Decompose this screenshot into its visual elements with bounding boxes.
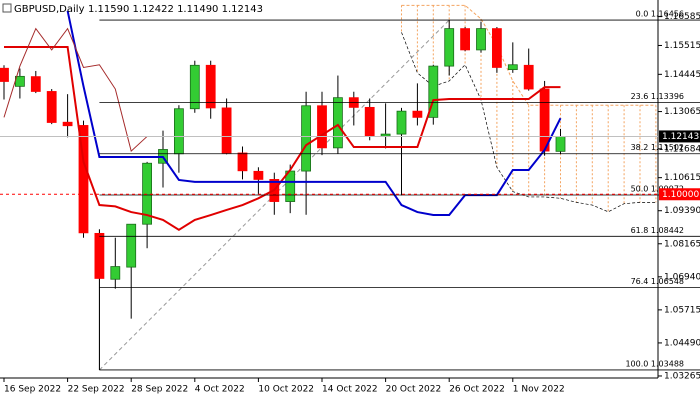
chart-title: GBPUSD,Daily (14, 4, 85, 15)
candle-body (491, 28, 502, 68)
y-tick-label: 1.06940 (664, 272, 700, 282)
ohlc-text: 1.11590 1.12422 1.11490 1.12143 (88, 4, 263, 15)
candle-body (317, 105, 327, 149)
fib-label: 38.2 1.11502 (631, 143, 684, 152)
x-tick-label: 16 Sep 2022 (4, 385, 61, 395)
candle-body (285, 170, 296, 202)
y-tick-label: 1.03265 (664, 371, 700, 381)
candle-body (332, 97, 343, 149)
cloud-span-b (401, 32, 656, 213)
x-tick-label: 28 Sep 2022 (131, 385, 188, 395)
x-tick-label: 20 Oct 2022 (386, 385, 442, 395)
x-tick-label: 14 Oct 2022 (322, 385, 378, 395)
plot-area (0, 4, 657, 371)
fib-label: 0.0 1.16456 (636, 10, 684, 19)
y-tick-label: 1.15515 (664, 41, 700, 51)
x-tick-label: 4 Oct 2022 (195, 385, 245, 395)
candle-body (444, 28, 455, 67)
candle-body (78, 125, 89, 234)
y-tick-label: 1.16585 (664, 12, 700, 22)
fib-label: 23.6 1.13396 (631, 92, 684, 101)
level-box (659, 188, 700, 201)
indicator-line (3, 27, 148, 153)
candle-body (523, 64, 534, 90)
candle-body (62, 121, 73, 127)
symbol-icon (2, 3, 12, 13)
candle-body (110, 266, 121, 280)
candle-body (476, 28, 486, 51)
candle-body (30, 76, 41, 92)
cloud-span-a (401, 4, 656, 106)
candle-body (412, 110, 423, 118)
y-tick-label: 1.13065 (664, 107, 700, 117)
fib-label: 76.4 1.06548 (631, 277, 684, 286)
y-tick-label: 1.09390 (664, 206, 700, 216)
x-tick-label: 10 Oct 2022 (258, 385, 314, 395)
candle-body (142, 162, 153, 225)
x-tick-label: 22 Sep 2022 (68, 385, 125, 395)
candle-body (237, 152, 248, 172)
candle-body (555, 136, 566, 152)
candle-body (380, 133, 391, 137)
candle-body (428, 65, 439, 118)
y-tick-label: 1.08165 (664, 239, 700, 249)
candle-body (46, 91, 57, 123)
x-tick-label: 26 Oct 2022 (449, 385, 505, 395)
price-box (659, 130, 700, 143)
candle-body (253, 170, 264, 180)
candle-body (126, 223, 137, 268)
fib-label: 50.0 1.09972 (631, 185, 684, 194)
candle-body (396, 110, 407, 135)
candle-body (189, 64, 200, 110)
price-box-label: 1.12143 (662, 132, 699, 142)
y-tick-label: 1.04490 (664, 338, 700, 348)
candle-body (460, 28, 471, 51)
candle-body (301, 105, 312, 172)
candle-body (221, 107, 232, 154)
fib-label: 100.0 1.03488 (625, 359, 684, 368)
indicator-line (4, 45, 561, 232)
candle-body (94, 232, 105, 279)
level-box-label: 1.10000 (662, 190, 699, 200)
candle-body (205, 64, 216, 109)
y-tick-label: 1.11684 (664, 144, 700, 154)
y-tick-label: 1.05715 (664, 305, 700, 315)
candle-body (0, 67, 9, 82)
y-tick-label: 1.14445 (664, 70, 700, 80)
candle-body (364, 106, 375, 137)
candle-body (507, 64, 518, 71)
x-tick-label: 1 Nov 2022 (513, 385, 565, 395)
indicator-line (66, 10, 562, 217)
fib-label: 61.8 1.08442 (631, 226, 684, 235)
y-tick-label: 1.10615 (664, 173, 700, 183)
candle-body (173, 108, 184, 155)
